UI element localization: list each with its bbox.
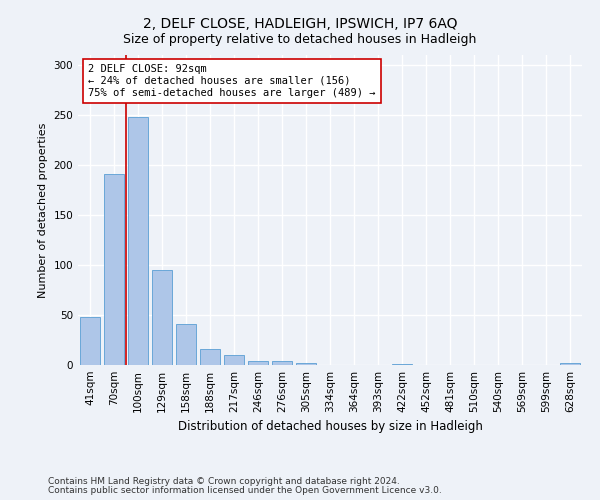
Bar [200, 349, 220, 365]
Bar [272, 361, 292, 365]
Text: 2 DELF CLOSE: 92sqm
← 24% of detached houses are smaller (156)
75% of semi-detac: 2 DELF CLOSE: 92sqm ← 24% of detached ho… [88, 64, 376, 98]
Bar [224, 355, 244, 365]
Bar [176, 324, 196, 365]
Text: 2, DELF CLOSE, HADLEIGH, IPSWICH, IP7 6AQ: 2, DELF CLOSE, HADLEIGH, IPSWICH, IP7 6A… [143, 18, 457, 32]
Bar [248, 361, 268, 365]
Bar [392, 364, 412, 365]
Bar [296, 363, 316, 365]
Bar [560, 363, 580, 365]
Bar [80, 317, 100, 365]
Text: Contains HM Land Registry data © Crown copyright and database right 2024.: Contains HM Land Registry data © Crown c… [48, 477, 400, 486]
Bar [104, 174, 124, 365]
Bar [128, 117, 148, 365]
Text: Contains public sector information licensed under the Open Government Licence v3: Contains public sector information licen… [48, 486, 442, 495]
Text: Size of property relative to detached houses in Hadleigh: Size of property relative to detached ho… [124, 32, 476, 46]
Y-axis label: Number of detached properties: Number of detached properties [38, 122, 48, 298]
Bar [152, 270, 172, 365]
X-axis label: Distribution of detached houses by size in Hadleigh: Distribution of detached houses by size … [178, 420, 482, 434]
